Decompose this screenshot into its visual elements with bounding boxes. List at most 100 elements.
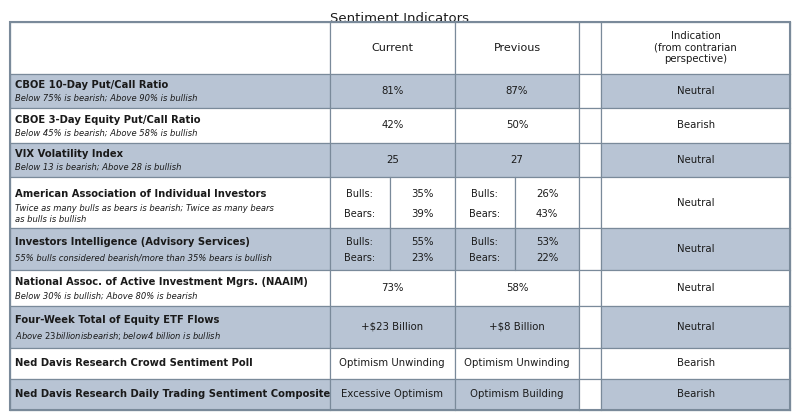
Text: Bears:: Bears: bbox=[469, 209, 500, 219]
Text: 22%: 22% bbox=[536, 254, 558, 264]
Text: 81%: 81% bbox=[381, 86, 403, 96]
Bar bbox=[330, 74, 454, 108]
Text: Current: Current bbox=[371, 43, 413, 53]
Text: Ned Davis Research Daily Trading Sentiment Composite: Ned Davis Research Daily Trading Sentime… bbox=[15, 390, 330, 400]
Text: 55% bulls considered bearish/more than 35% bears is bullish: 55% bulls considered bearish/more than 3… bbox=[15, 254, 272, 263]
Text: CBOE 10-Day Put/Call Ratio: CBOE 10-Day Put/Call Ratio bbox=[15, 81, 168, 90]
Text: Neutral: Neutral bbox=[677, 155, 714, 165]
Bar bbox=[454, 143, 579, 177]
Text: VIX Volatility Index: VIX Volatility Index bbox=[15, 149, 123, 159]
Bar bbox=[10, 22, 330, 74]
Text: Bulls:: Bulls: bbox=[346, 237, 374, 247]
Bar bbox=[10, 379, 330, 410]
Bar bbox=[602, 143, 790, 177]
Bar bbox=[10, 108, 330, 143]
Text: 87%: 87% bbox=[506, 86, 528, 96]
Text: Indication
(from contrarian
perspective): Indication (from contrarian perspective) bbox=[654, 31, 737, 64]
Bar bbox=[330, 270, 454, 306]
Text: Ned Davis Research Crowd Sentiment Poll: Ned Davis Research Crowd Sentiment Poll bbox=[15, 359, 253, 369]
Bar bbox=[330, 143, 454, 177]
Text: 39%: 39% bbox=[411, 209, 434, 219]
Bar bbox=[10, 143, 330, 177]
Text: 58%: 58% bbox=[506, 283, 528, 293]
Text: Bulls:: Bulls: bbox=[346, 190, 374, 200]
Text: Bearish: Bearish bbox=[677, 359, 714, 369]
Bar bbox=[10, 270, 330, 306]
Bar bbox=[454, 22, 579, 74]
Bar bbox=[602, 306, 790, 348]
Text: Optimism Building: Optimism Building bbox=[470, 390, 564, 400]
Bar bbox=[454, 348, 579, 379]
Bar bbox=[454, 108, 579, 143]
Bar bbox=[454, 177, 514, 228]
Text: Neutral: Neutral bbox=[677, 322, 714, 332]
Text: Four-Week Total of Equity ETF Flows: Four-Week Total of Equity ETF Flows bbox=[15, 315, 219, 325]
Text: Sentiment Indicators: Sentiment Indicators bbox=[330, 12, 470, 25]
Bar bbox=[330, 22, 454, 74]
Bar bbox=[579, 22, 602, 74]
Bar bbox=[330, 228, 390, 270]
Bar bbox=[10, 306, 330, 348]
Bar bbox=[454, 270, 579, 306]
Bar bbox=[602, 228, 790, 270]
Text: Bears:: Bears: bbox=[344, 209, 375, 219]
Text: 23%: 23% bbox=[411, 254, 434, 264]
Bar bbox=[579, 74, 602, 108]
Bar bbox=[390, 228, 454, 270]
Bar bbox=[10, 177, 330, 228]
Bar bbox=[10, 348, 330, 379]
Text: Above $23 billion is bearish; below $4 billion is bullish: Above $23 billion is bearish; below $4 b… bbox=[15, 330, 221, 342]
Text: National Assoc. of Active Investment Mgrs. (NAAIM): National Assoc. of Active Investment Mgr… bbox=[15, 277, 308, 287]
Text: 35%: 35% bbox=[411, 190, 434, 200]
Bar bbox=[602, 74, 790, 108]
Text: 53%: 53% bbox=[536, 237, 558, 247]
Bar bbox=[579, 228, 602, 270]
Text: Below 30% is bullish; Above 80% is bearish: Below 30% is bullish; Above 80% is beari… bbox=[15, 291, 198, 300]
Bar bbox=[602, 379, 790, 410]
Bar bbox=[579, 379, 602, 410]
Text: Bulls:: Bulls: bbox=[471, 237, 498, 247]
Text: Neutral: Neutral bbox=[677, 198, 714, 208]
Text: Bears:: Bears: bbox=[469, 254, 500, 264]
Text: +$8 Billion: +$8 Billion bbox=[489, 322, 545, 332]
Bar bbox=[330, 348, 454, 379]
Bar bbox=[330, 379, 454, 410]
Bar bbox=[579, 108, 602, 143]
Bar bbox=[514, 177, 579, 228]
Text: Neutral: Neutral bbox=[677, 283, 714, 293]
Text: 26%: 26% bbox=[536, 190, 558, 200]
Text: Investors Intelligence (Advisory Services): Investors Intelligence (Advisory Service… bbox=[15, 237, 250, 247]
Bar bbox=[454, 379, 579, 410]
Bar bbox=[602, 348, 790, 379]
Text: CBOE 3-Day Equity Put/Call Ratio: CBOE 3-Day Equity Put/Call Ratio bbox=[15, 115, 201, 125]
Text: 73%: 73% bbox=[381, 283, 403, 293]
Text: 43%: 43% bbox=[536, 209, 558, 219]
Text: Below 13 is bearish; Above 28 is bullish: Below 13 is bearish; Above 28 is bullish bbox=[15, 163, 182, 172]
Bar bbox=[330, 108, 454, 143]
Bar bbox=[514, 228, 579, 270]
Text: +$23 Billion: +$23 Billion bbox=[361, 322, 423, 332]
Bar bbox=[10, 74, 330, 108]
Bar bbox=[602, 22, 790, 74]
Text: Optimism Unwinding: Optimism Unwinding bbox=[339, 359, 445, 369]
Text: Bearish: Bearish bbox=[677, 390, 714, 400]
Text: Below 45% is bearish; Above 58% is bullish: Below 45% is bearish; Above 58% is bulli… bbox=[15, 129, 198, 137]
Bar bbox=[579, 270, 602, 306]
Text: Excessive Optimism: Excessive Optimism bbox=[341, 390, 443, 400]
Text: Optimism Unwinding: Optimism Unwinding bbox=[464, 359, 570, 369]
Bar bbox=[579, 177, 602, 228]
Bar bbox=[330, 177, 390, 228]
Bar bbox=[602, 270, 790, 306]
Text: Below 75% is bearish; Above 90% is bullish: Below 75% is bearish; Above 90% is bulli… bbox=[15, 94, 198, 103]
Text: Bears:: Bears: bbox=[344, 254, 375, 264]
Bar bbox=[602, 177, 790, 228]
Text: American Association of Individual Investors: American Association of Individual Inves… bbox=[15, 190, 266, 200]
Bar bbox=[579, 143, 602, 177]
Text: 42%: 42% bbox=[381, 120, 403, 130]
Bar bbox=[579, 306, 602, 348]
Text: 55%: 55% bbox=[411, 237, 434, 247]
Text: 50%: 50% bbox=[506, 120, 528, 130]
Bar bbox=[330, 306, 454, 348]
Text: Bulls:: Bulls: bbox=[471, 190, 498, 200]
Bar bbox=[454, 228, 514, 270]
